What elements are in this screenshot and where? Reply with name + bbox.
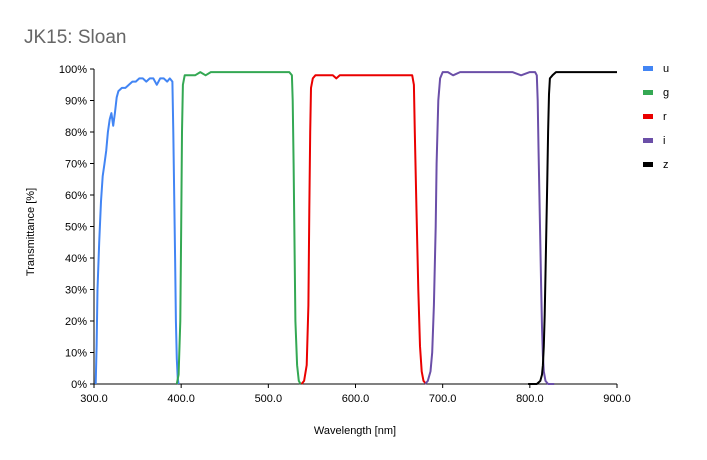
legend-label-z: z: [663, 159, 669, 171]
x-axis-ticks: 300.0 400.0 500.0 600.0 700.0 800.0 900.0: [80, 384, 631, 405]
series-line-i: [424, 71, 555, 385]
x-tick-label: 400.0: [167, 393, 195, 405]
y-tick-label: 30%: [65, 285, 87, 297]
x-tick-label: 800.0: [516, 393, 544, 405]
y-tick-label: 0%: [71, 379, 87, 391]
legend-label-g: g: [663, 87, 669, 99]
y-tick-label: 60%: [65, 190, 87, 202]
legend-swatch-z: [643, 162, 653, 167]
series-line-r: [300, 74, 427, 385]
legend-swatch-r: [643, 114, 653, 119]
x-tick-label: 600.0: [342, 393, 370, 405]
y-tick-label: 90%: [65, 96, 87, 108]
y-tick-label: 80%: [65, 127, 87, 139]
x-tick-label: 500.0: [255, 393, 283, 405]
legend-label-r: r: [663, 111, 667, 123]
legend-label-u: u: [663, 63, 669, 75]
y-axis-label: Transmittance [%]: [25, 188, 37, 276]
series-lines: [94, 71, 617, 385]
legend-swatch-g: [643, 90, 653, 95]
y-tick-label: 70%: [65, 159, 87, 171]
series-line-z: [528, 71, 617, 385]
chart-title: JK15: Sloan: [24, 27, 126, 48]
x-tick-label: 700.0: [429, 393, 457, 405]
series-line-g: [175, 71, 302, 385]
y-tick-label: 10%: [65, 348, 87, 360]
y-tick-label: 50%: [65, 222, 87, 234]
x-tick-label: 300.0: [80, 393, 108, 405]
y-tick-label: 40%: [65, 253, 87, 265]
series-line-u: [94, 77, 180, 385]
y-tick-label: 100%: [59, 64, 87, 76]
legend-swatch-i: [643, 138, 653, 143]
legend-swatch-u: [643, 66, 653, 71]
y-tick-label: 20%: [65, 316, 87, 328]
x-axis-label: Wavelength [nm]: [314, 425, 396, 437]
y-axis-ticks: 0% 10% 20% 30% 40% 50% 60% 70% 80% 90% 100%: [59, 64, 94, 391]
legend-label-i: i: [663, 135, 665, 147]
x-tick-label: 900.0: [603, 393, 631, 405]
